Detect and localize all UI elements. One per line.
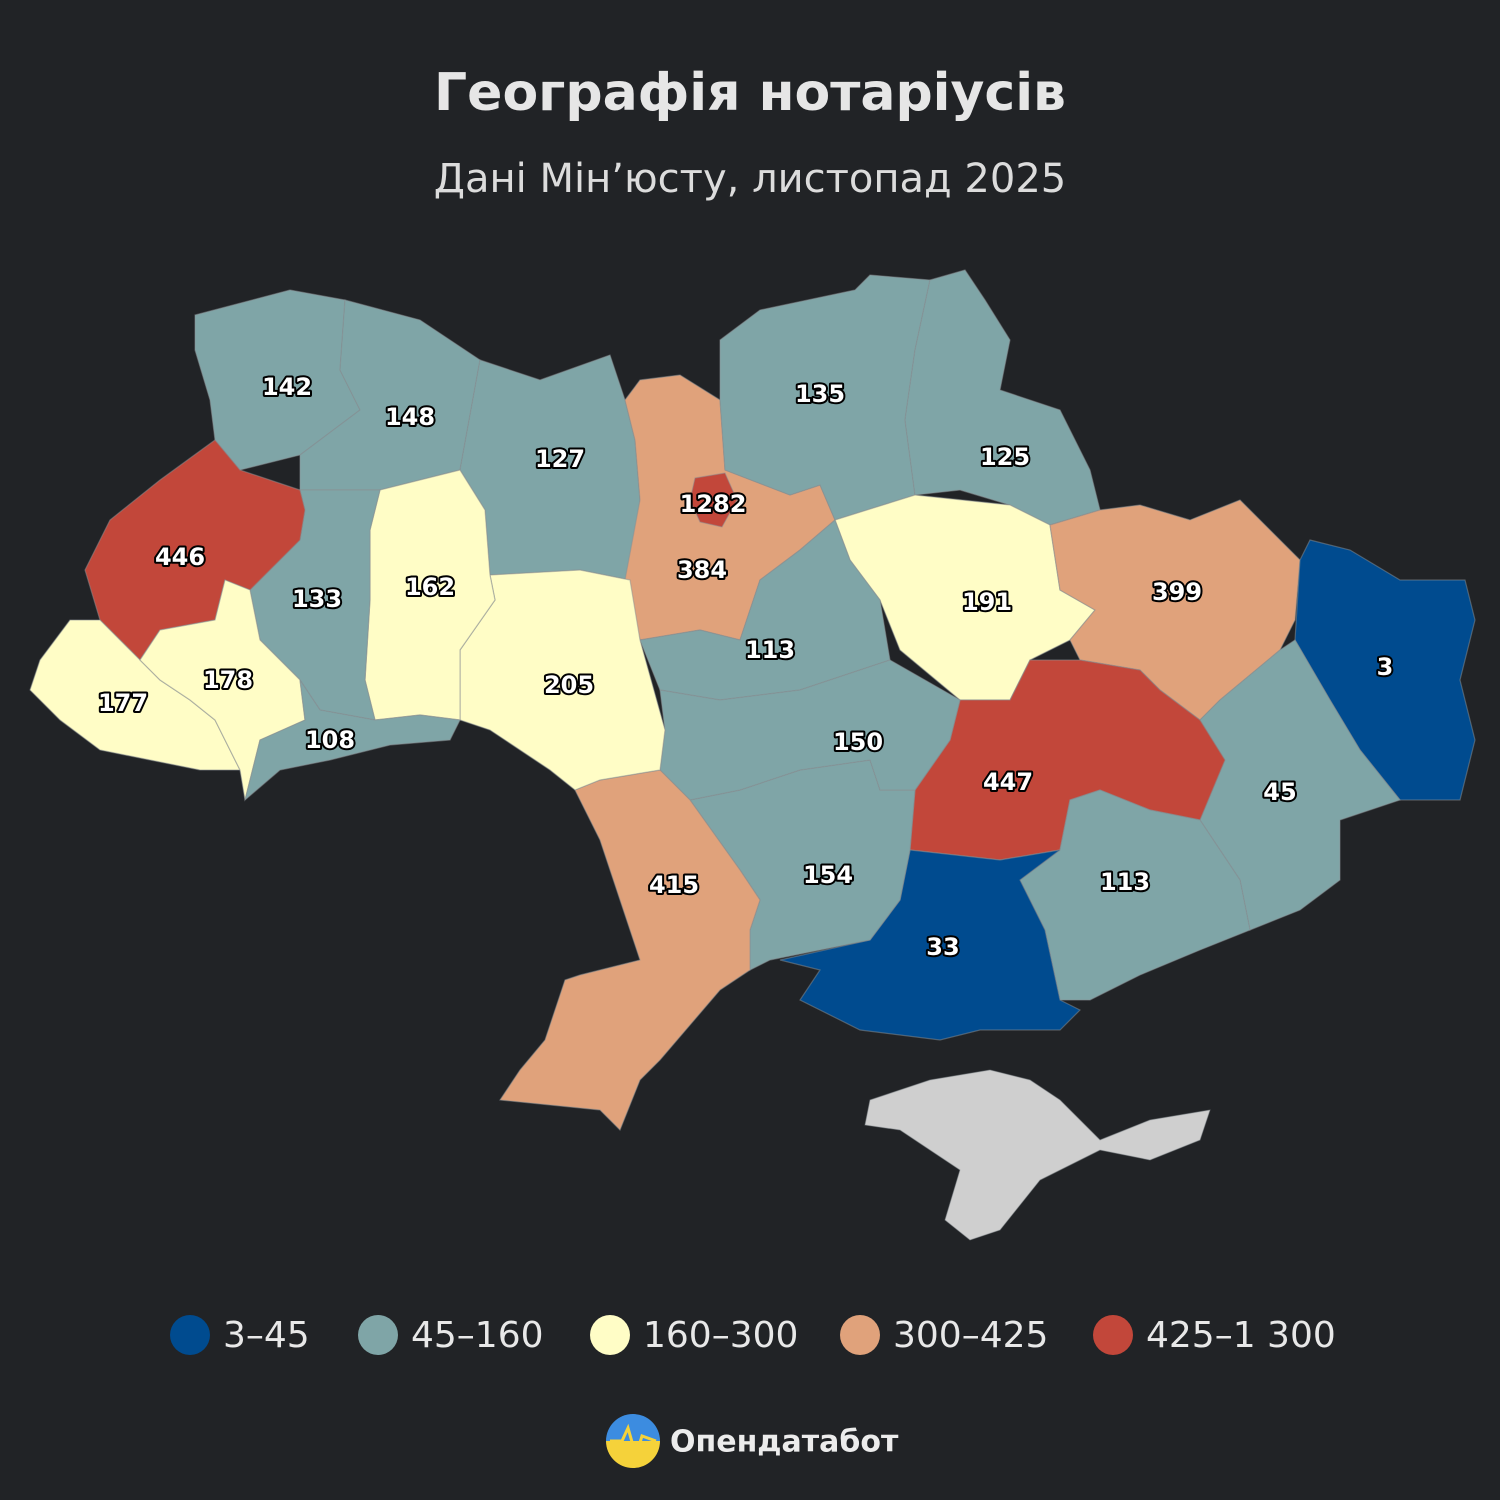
- region-value: 150: [833, 728, 883, 756]
- region-value: 384: [677, 556, 727, 584]
- legend-label: 425–1 300: [1146, 1315, 1336, 1356]
- brand-logo-wave: [610, 1423, 657, 1462]
- region: [498, 769, 761, 1132]
- region-value: 142: [262, 373, 312, 401]
- legend: 3–45 45–160 160–300 300–425 425–1 300: [170, 1315, 1336, 1356]
- legend-swatch: [1093, 1315, 1133, 1355]
- region-value: 177: [98, 689, 148, 717]
- region-value: 178: [203, 666, 253, 694]
- region-value: 148: [385, 403, 435, 431]
- region-value: 399: [1152, 578, 1202, 606]
- legend-swatch: [840, 1315, 880, 1355]
- crimea: [864, 1069, 1211, 1241]
- region-value: 135: [795, 380, 845, 408]
- regions: [29, 269, 1476, 1241]
- legend-label: 160–300: [643, 1315, 798, 1356]
- region-value: 45: [1263, 778, 1296, 806]
- legend-label: 45–160: [411, 1315, 544, 1356]
- region: [904, 269, 1101, 526]
- subtitle: Дані Мін’юсту, листопад 2025: [434, 156, 1066, 202]
- legend-label: 3–45: [223, 1315, 310, 1356]
- region-value: 133: [292, 585, 342, 613]
- region: [834, 494, 1096, 701]
- region: [243, 679, 461, 802]
- brand: Опендатабот: [606, 1414, 899, 1468]
- region-value: 1282: [680, 490, 747, 518]
- region-value: 205: [544, 671, 594, 699]
- legend-swatch: [170, 1315, 210, 1355]
- region-value: 191: [962, 588, 1012, 616]
- region-value: 154: [803, 861, 853, 889]
- legend-swatch: [358, 1315, 398, 1355]
- region-value: 415: [649, 871, 699, 899]
- region-value: 3: [1377, 653, 1394, 681]
- region-value: 113: [1100, 868, 1150, 896]
- legend-swatch: [590, 1315, 630, 1355]
- brand-name: Опендатабот: [670, 1425, 899, 1460]
- title: Географія нотаріусів: [434, 63, 1066, 123]
- region-labels: 142 148 127 384 1282 135 125 191 399 3 45 447 113 33 1…: [96, 371, 1395, 963]
- region-value: 113: [745, 636, 795, 664]
- region-value: 447: [983, 768, 1033, 796]
- legend-label: 300–425: [893, 1315, 1048, 1356]
- region-value: 33: [926, 933, 959, 961]
- region: [689, 472, 738, 528]
- region-value: 127: [535, 445, 585, 473]
- region-value: 162: [405, 573, 455, 601]
- region: [779, 849, 1082, 1041]
- region-value: 446: [155, 543, 205, 571]
- region-value: 108: [305, 726, 355, 754]
- region-value: 125: [980, 443, 1030, 471]
